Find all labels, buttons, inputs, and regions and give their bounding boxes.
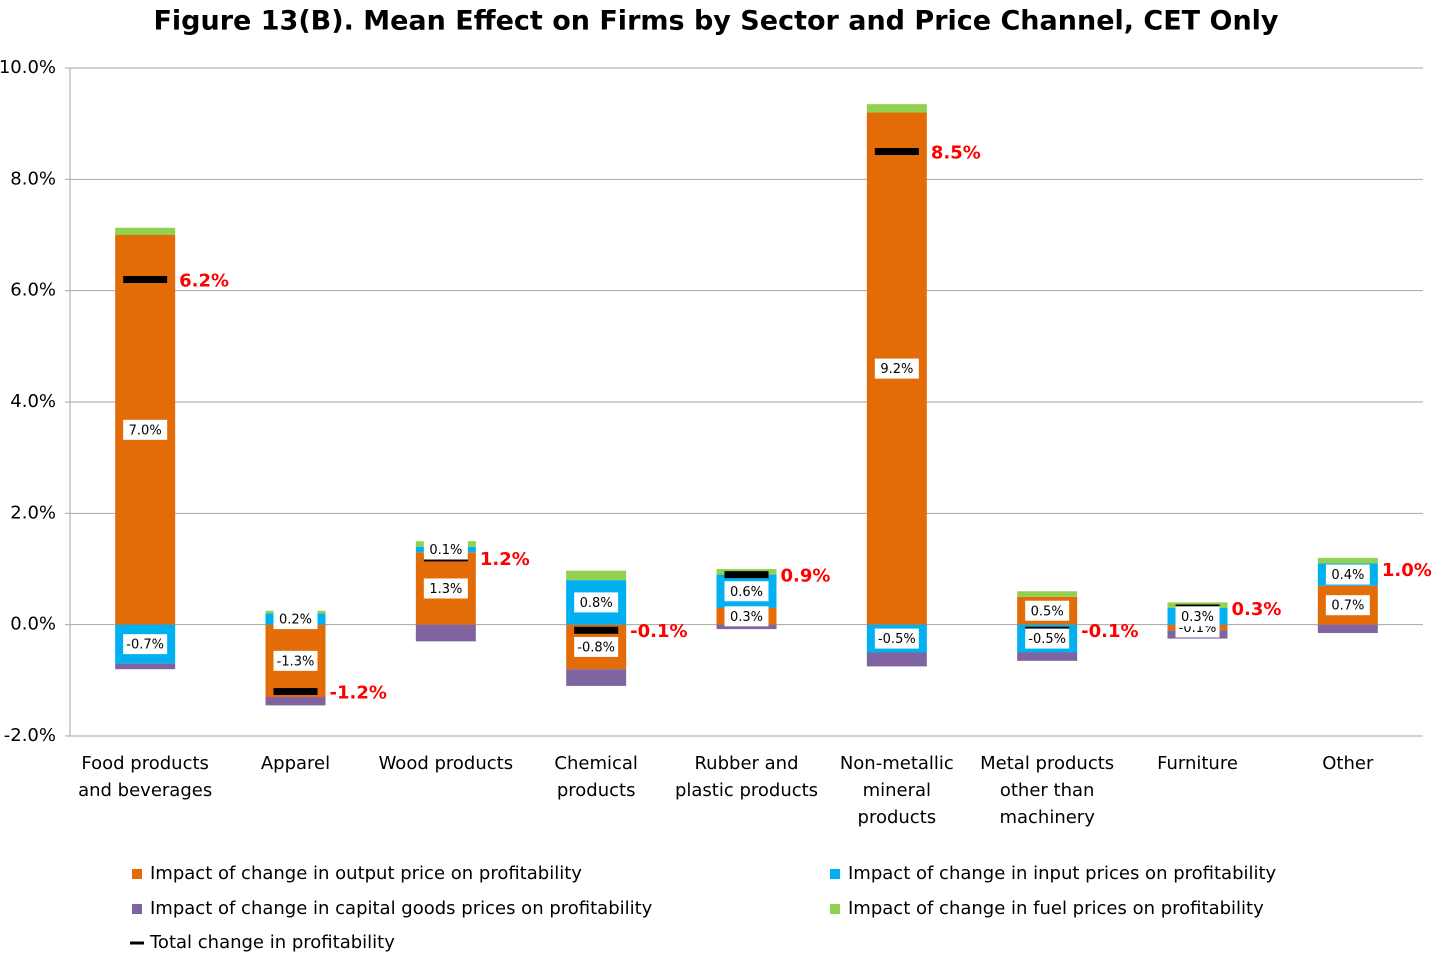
data-label-box: [273, 650, 318, 671]
data-label-box: [724, 581, 769, 602]
data-label: 7.0%: [129, 423, 162, 438]
data-label: 0.8%: [580, 596, 613, 611]
bar-segment: [716, 624, 777, 630]
legend-label: Impact of change in fuel prices on profi…: [848, 898, 1264, 919]
x-tick-label: Food products and beverages: [78, 753, 213, 801]
total-label: 0.9%: [781, 566, 831, 587]
data-label-box: [123, 634, 168, 655]
data-label: 0.3%: [730, 610, 763, 625]
data-label: -0.5%: [878, 632, 916, 647]
y-tick-label: 0.0%: [10, 614, 56, 635]
data-label: 0.4%: [1331, 568, 1364, 583]
data-label-box: [423, 539, 468, 560]
bar-segment: [1317, 557, 1378, 564]
data-label-box: [1025, 628, 1070, 649]
total-label: -0.1%: [1081, 621, 1138, 642]
data-label-box: [1325, 564, 1370, 585]
bar-segment: [415, 624, 476, 642]
total-label: 1.0%: [1382, 560, 1432, 581]
y-tick-label: 4.0%: [10, 391, 56, 412]
y-tick-label: 8.0%: [10, 168, 56, 189]
data-label-box: [423, 578, 468, 599]
legend-swatch: [830, 904, 840, 914]
total-label: 8.5%: [931, 143, 981, 164]
y-tick-label: 2.0%: [10, 502, 56, 523]
data-label: -0.5%: [1028, 632, 1066, 647]
data-label-box: [574, 636, 619, 657]
bar-segment: [115, 227, 176, 235]
data-label-box: [874, 358, 919, 379]
data-label: 0.2%: [279, 613, 312, 628]
data-label-box: [1175, 606, 1220, 627]
data-label: -0.8%: [577, 640, 615, 655]
x-tick-label: Metal products other than machinery: [980, 753, 1115, 828]
bar-segment: [566, 570, 627, 581]
bar-segment: [866, 104, 927, 113]
legend-swatch: [130, 941, 144, 945]
legend-swatch: [132, 869, 142, 879]
bar-segment: [566, 669, 627, 686]
total-label: 0.3%: [1232, 599, 1282, 620]
legend-swatch: [132, 904, 142, 914]
data-label-box: [724, 606, 769, 627]
bar-segment: [1017, 652, 1078, 661]
bar-segment: [1017, 591, 1078, 597]
x-tick-label: Apparel: [260, 753, 331, 774]
bar-segment: [866, 652, 927, 667]
data-label-box: [123, 419, 168, 440]
legend-swatch: [830, 869, 840, 879]
y-tick-label: 10.0%: [0, 57, 56, 78]
legend-label: Impact of change in capital goods prices…: [150, 898, 653, 919]
data-label: -1.3%: [277, 654, 315, 669]
bar-segment: [115, 663, 176, 670]
data-label-box: [273, 609, 318, 630]
x-tick-label: Non-metallic mineral products: [839, 753, 954, 828]
total-label: -1.2%: [330, 682, 387, 703]
legend-label: Impact of change in output price on prof…: [150, 863, 582, 884]
legend-label: Total change in profitability: [149, 932, 395, 953]
data-label: 0.3%: [1181, 610, 1214, 625]
total-label: 6.2%: [179, 271, 229, 292]
data-label-box: [574, 592, 619, 613]
x-tick-label: Furniture: [1157, 753, 1238, 774]
x-tick-label: Chemical products: [554, 753, 638, 801]
data-label: 0.7%: [1331, 599, 1364, 614]
data-label: 0.1%: [429, 543, 462, 558]
legend-label: Impact of change in input prices on prof…: [848, 863, 1277, 884]
x-tick-label: Other: [1322, 753, 1374, 774]
data-label-box: [1025, 600, 1070, 621]
data-label: 1.3%: [429, 582, 462, 597]
total-label: 1.2%: [480, 549, 530, 570]
data-label-box: [1325, 595, 1370, 616]
chart-title: Figure 13(B). Mean Effect on Firms by Se…: [153, 6, 1278, 37]
x-tick-label: Wood products: [378, 753, 514, 774]
total-label: -0.1%: [630, 621, 687, 642]
y-tick-label: -2.0%: [4, 725, 56, 746]
data-label: 0.5%: [1031, 604, 1064, 619]
data-label: -0.7%: [126, 638, 164, 653]
data-label-box: [874, 628, 919, 649]
data-label: 0.6%: [730, 585, 763, 600]
data-label: 9.2%: [880, 362, 913, 377]
x-tick-label: Rubber and plastic products: [674, 753, 819, 801]
y-tick-label: 6.0%: [10, 280, 56, 301]
bar-segment: [265, 697, 326, 706]
bar-segment: [1317, 624, 1378, 634]
